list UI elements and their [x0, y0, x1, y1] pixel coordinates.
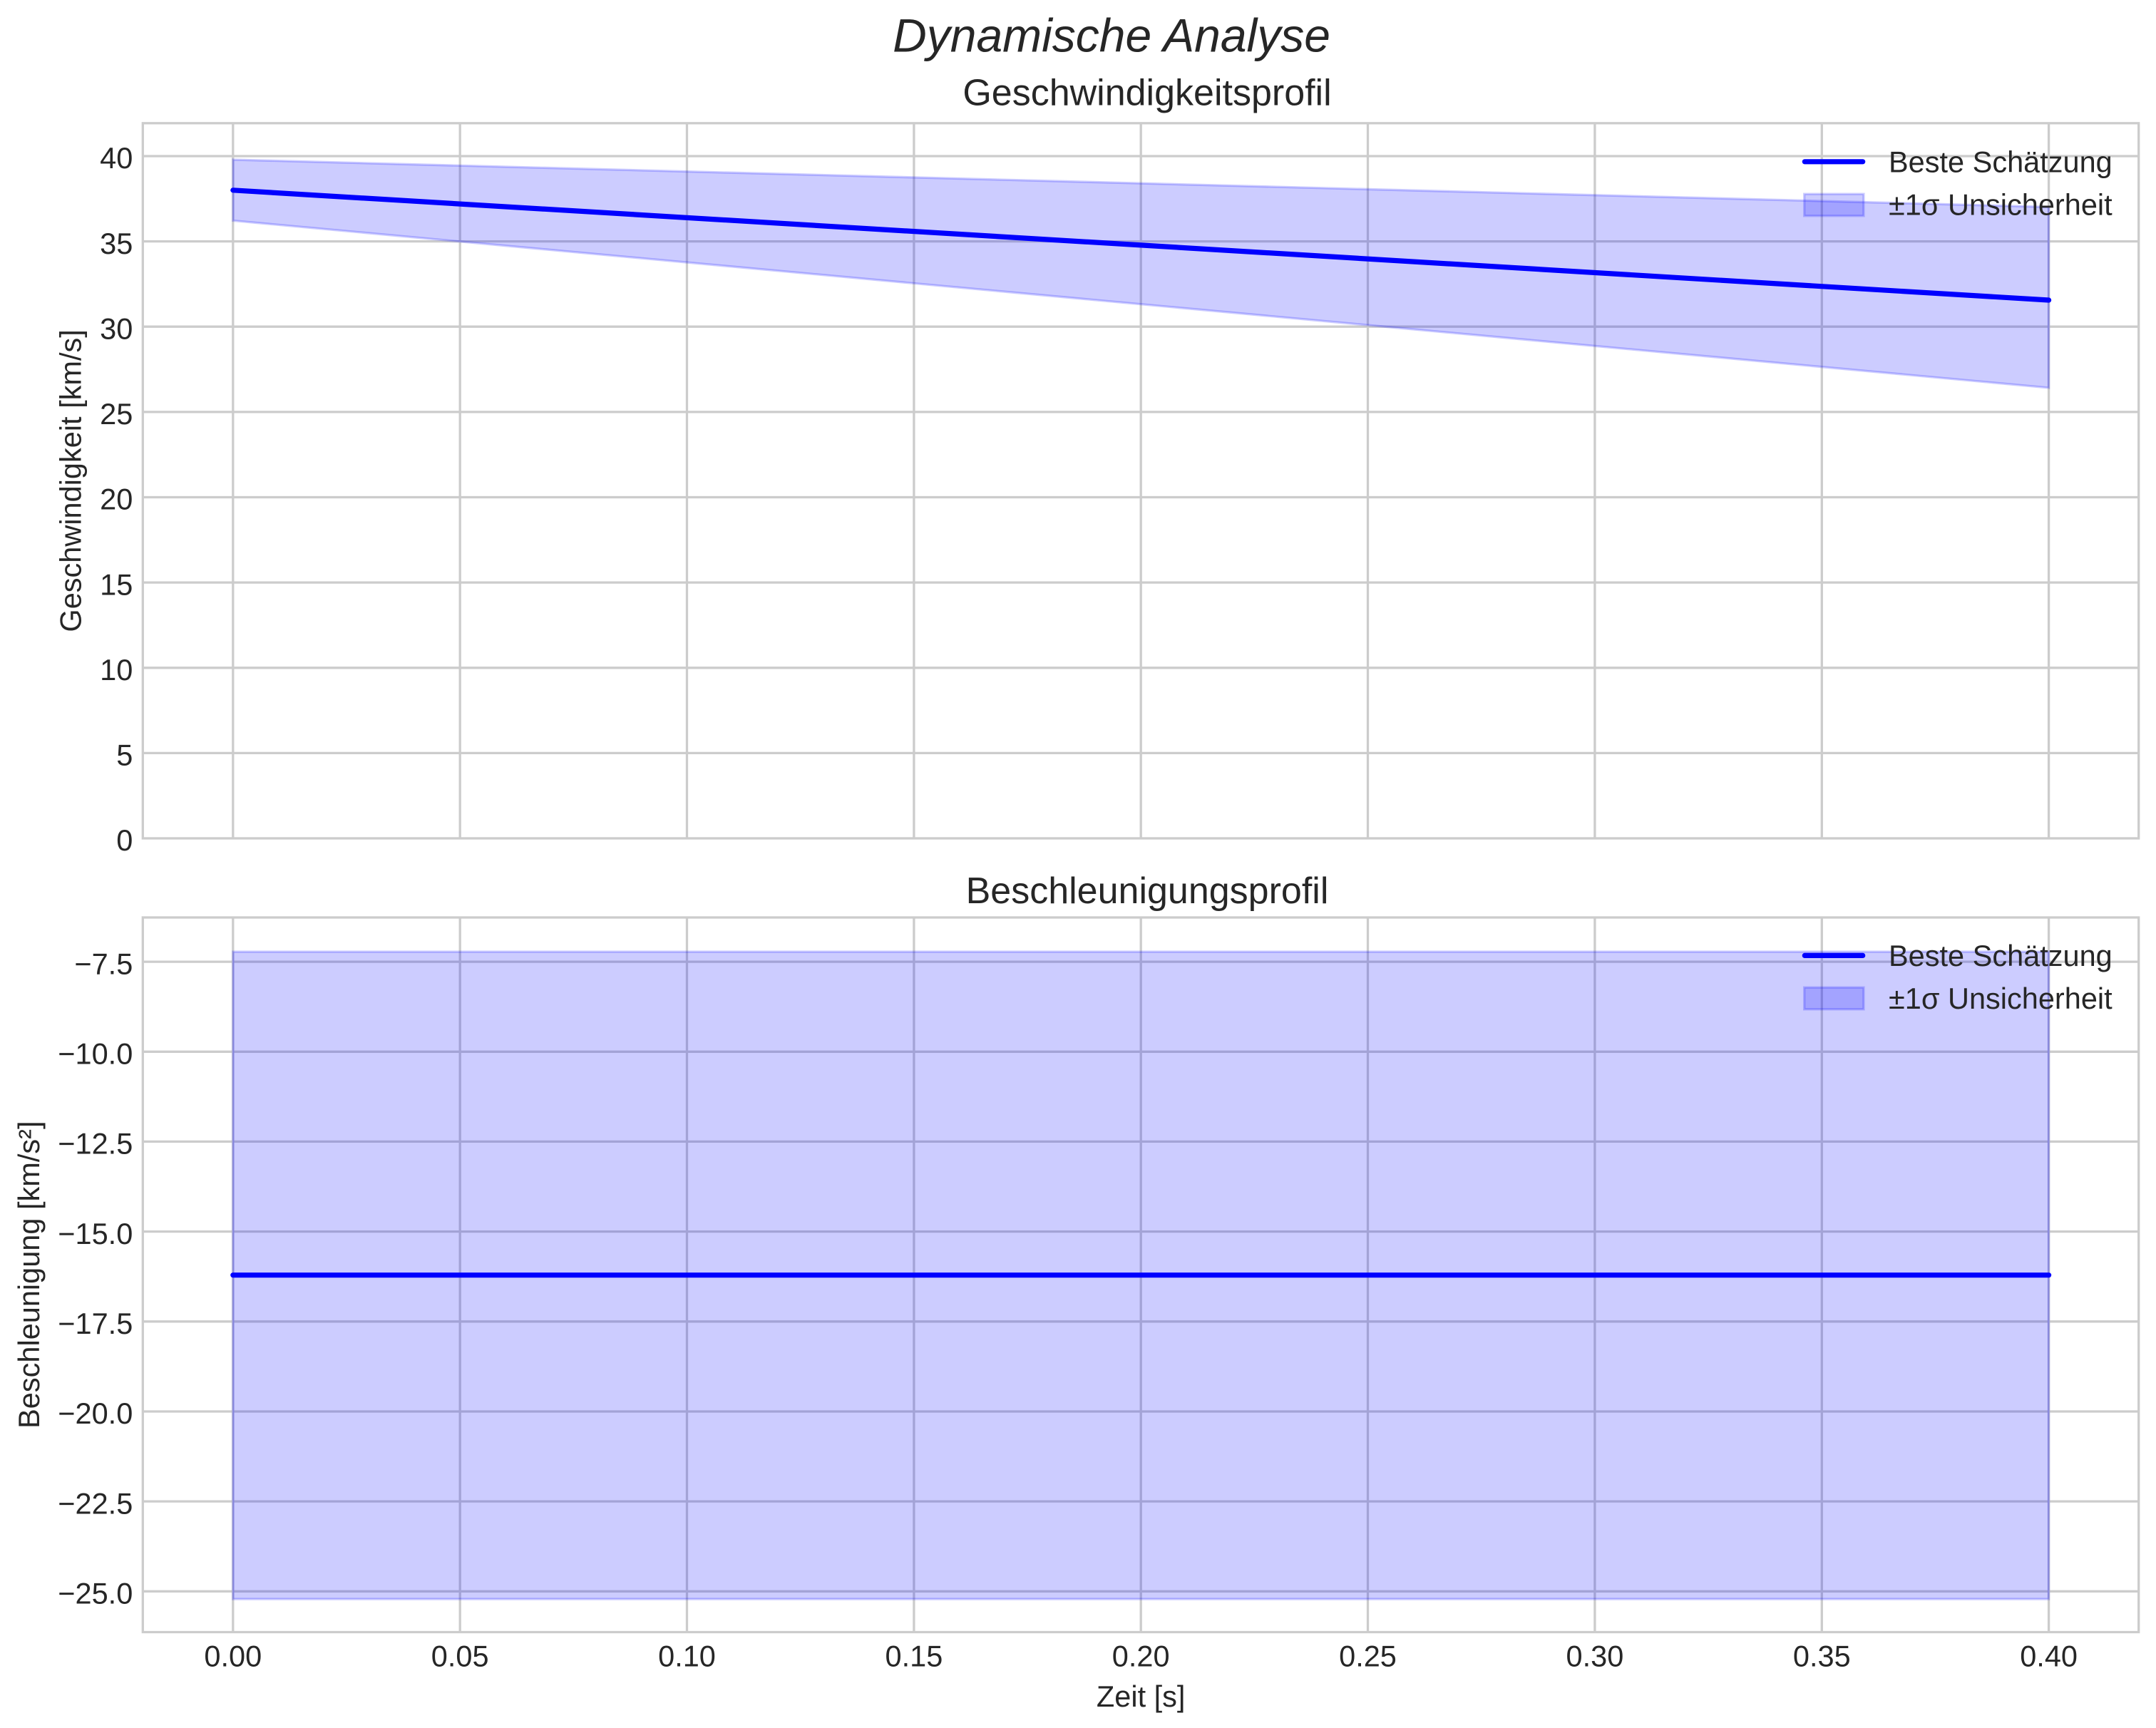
svg-text:0.25: 0.25 [1339, 1640, 1397, 1673]
svg-text:±1σ Unsicherheit: ±1σ Unsicherheit [1889, 982, 2113, 1015]
svg-text:Geschwindigkeit [km/s]: Geschwindigkeit [km/s] [54, 329, 88, 632]
svg-text:35: 35 [100, 227, 133, 260]
svg-text:Beste Schätzung: Beste Schätzung [1889, 939, 2113, 972]
svg-text:−25.0: −25.0 [58, 1577, 133, 1610]
svg-text:0.35: 0.35 [1793, 1640, 1851, 1673]
svg-text:±1σ Unsicherheit: ±1σ Unsicherheit [1889, 187, 2113, 221]
svg-text:−7.5: −7.5 [74, 947, 133, 980]
svg-text:Geschwindigkeitsprofil: Geschwindigkeitsprofil [962, 73, 1331, 114]
svg-text:20: 20 [100, 483, 133, 516]
svg-text:−22.5: −22.5 [58, 1486, 133, 1520]
svg-text:0.10: 0.10 [658, 1640, 716, 1673]
svg-text:−20.0: −20.0 [58, 1397, 133, 1430]
svg-text:−15.0: −15.0 [58, 1217, 133, 1250]
svg-text:15: 15 [100, 567, 133, 601]
svg-text:0.15: 0.15 [885, 1640, 943, 1673]
svg-text:0.40: 0.40 [2020, 1640, 2078, 1673]
svg-text:40: 40 [100, 141, 133, 175]
svg-text:Beschleunigungsprofil: Beschleunigungsprofil [966, 870, 1329, 912]
svg-text:−12.5: −12.5 [58, 1127, 133, 1161]
svg-text:25: 25 [100, 397, 133, 431]
svg-text:Dynamische Analyse: Dynamische Analyse [893, 9, 1330, 62]
svg-text:0: 0 [116, 823, 133, 857]
svg-text:Beste Schätzung: Beste Schätzung [1889, 145, 2113, 178]
svg-text:0.05: 0.05 [431, 1640, 489, 1673]
svg-text:Zeit [s]: Zeit [s] [1097, 1680, 1186, 1713]
svg-text:−10.0: −10.0 [58, 1037, 133, 1071]
svg-text:0.30: 0.30 [1566, 1640, 1624, 1673]
svg-text:10: 10 [100, 653, 133, 686]
svg-text:0.00: 0.00 [204, 1640, 262, 1673]
svg-text:Beschleunigung [km/s²]: Beschleunigung [km/s²] [12, 1121, 46, 1429]
svg-text:5: 5 [116, 739, 133, 772]
svg-text:0.20: 0.20 [1112, 1640, 1170, 1673]
svg-text:−17.5: −17.5 [58, 1307, 133, 1340]
svg-text:30: 30 [100, 312, 133, 345]
